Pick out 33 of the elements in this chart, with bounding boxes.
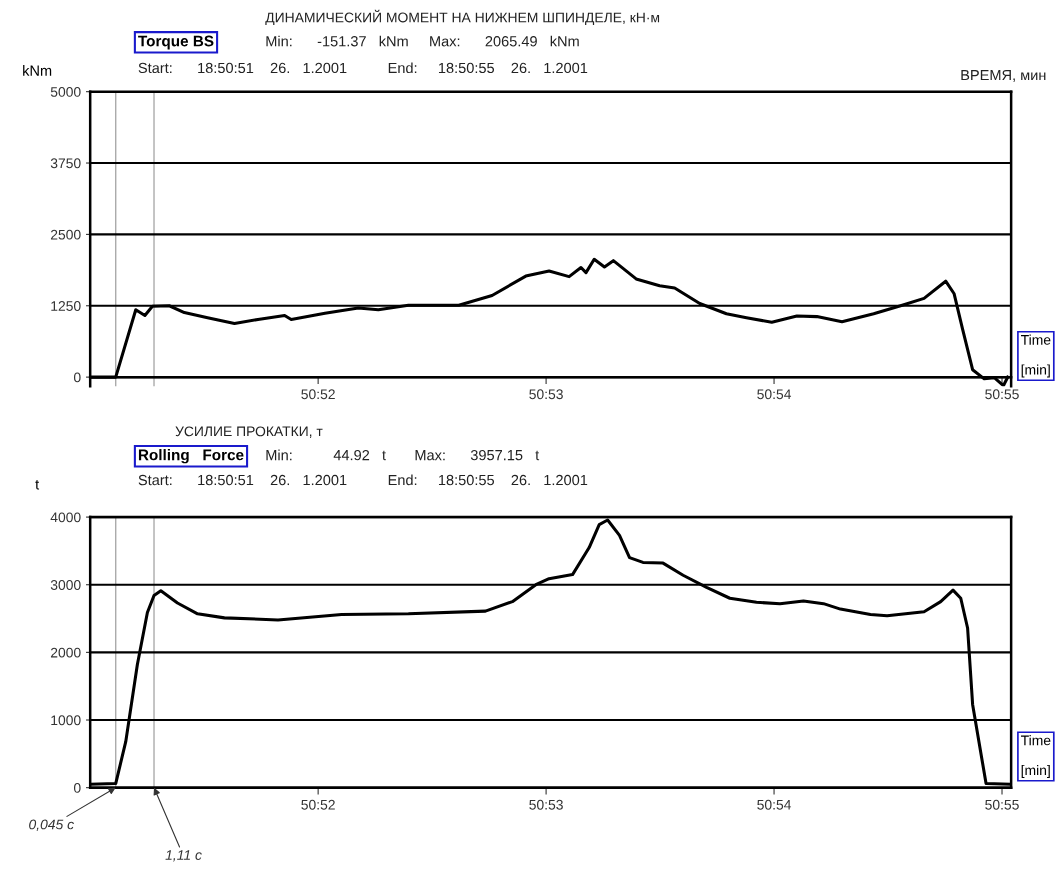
text: Min: -151.37 kNm Max: 2065.49 kNm — [266, 35, 579, 47]
y-tick-label: 1000 — [51, 715, 81, 726]
text: Min: 44.92 t Max: 3957.15 t — [266, 449, 540, 461]
x-tick-label: 50:54 — [757, 389, 792, 400]
chart-title: Rolling Force — [138, 449, 244, 464]
y-tick-label: 5000 — [50, 87, 81, 97]
y-tick-label: 3000 — [50, 580, 81, 590]
x-tick-label: 50:52 — [301, 799, 335, 810]
y-tick-label: 1250 — [51, 301, 81, 311]
text: Time [min] — [1020, 735, 1051, 778]
ref-line-label: 1,11 с — [165, 850, 202, 862]
text: Start: 18:50:51 26. 1.2001 End: 18:50:55 26. 1.2001 — [138, 62, 588, 74]
text: ВРЕМЯ, мин — [961, 70, 1046, 82]
y-tick-label: 0 — [73, 372, 81, 383]
y-tick-label: 0 — [73, 782, 81, 793]
text: Start: 18:50:51 26. 1.2001 End: 18:50:55 26. 1.2001 — [138, 474, 588, 486]
x-tick-label: 50:53 — [529, 389, 563, 400]
y-axis-title: kNm — [23, 65, 52, 76]
chart-title: Torque BS — [138, 35, 214, 50]
chart-subtitle: УСИЛИЕ ПРОКАТКИ, т — [175, 426, 323, 438]
x-tick-label: 50:53 — [529, 799, 563, 810]
y-tick-label: 2500 — [50, 229, 81, 240]
y-axis-title: t — [35, 480, 40, 490]
chart-subtitle: ДИНАМИЧЕСКИЙ МОМЕНТ НА НИЖНЕМ ШПИНДЕЛЕ, кН·м — [265, 9, 660, 26]
y-tick-label: 3750 — [50, 158, 81, 169]
text: Time [min] — [1020, 334, 1051, 378]
x-tick-label: 50:52 — [301, 389, 335, 400]
y-tick-label: 4000 — [50, 512, 81, 523]
y-tick-label: 2000 — [50, 647, 81, 658]
x-tick-label: 50:55 — [985, 799, 1019, 810]
x-tick-label: 50:54 — [757, 799, 792, 810]
ref-line-label: 0,045 с — [29, 819, 74, 831]
x-tick-label: 50:55 — [985, 389, 1019, 400]
